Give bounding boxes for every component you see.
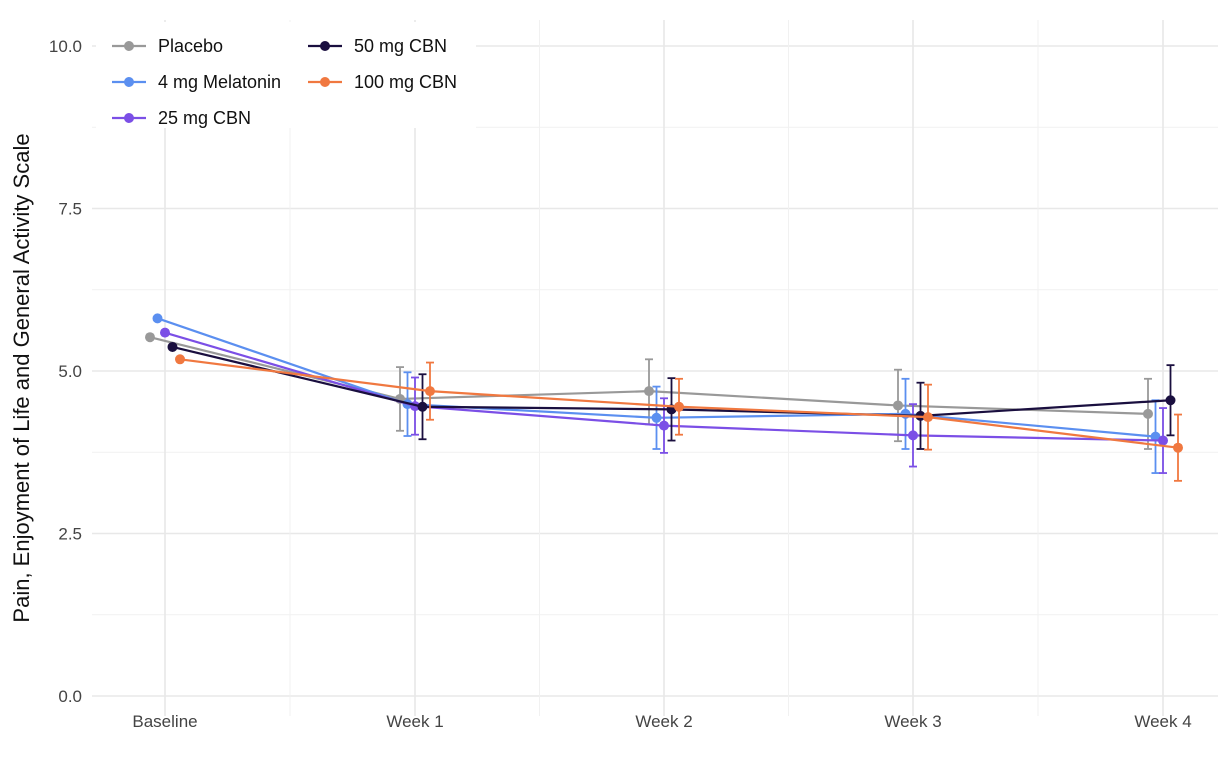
data-point: [425, 386, 435, 397]
data-point: [893, 400, 903, 411]
x-tick-label: Week 2: [635, 712, 692, 731]
data-point: [644, 386, 654, 397]
legend-marker: [124, 77, 134, 87]
grid: [92, 20, 1218, 716]
data-point: [1173, 442, 1183, 453]
legend-item: 25 mg CBN: [112, 108, 251, 128]
series-4-mg-melatonin: [152, 313, 1161, 474]
legend-label: 25 mg CBN: [158, 108, 251, 128]
series-25-mg-cbn: [160, 327, 1168, 474]
data-point: [417, 401, 428, 412]
legend-marker: [320, 41, 330, 51]
legend-label: 100 mg CBN: [354, 72, 457, 92]
legend-label: 50 mg CBN: [354, 36, 447, 56]
series-50-mg-cbn: [167, 341, 1176, 450]
data-point: [674, 401, 684, 412]
legend-label: Placebo: [158, 36, 223, 56]
data-point: [160, 327, 170, 338]
data-point: [152, 313, 163, 324]
data-point: [145, 332, 155, 343]
data-point: [908, 430, 918, 441]
y-axis-ticks: 0.0 2.5 5.0 7.5 10.0: [49, 37, 82, 706]
data-point: [923, 412, 933, 423]
data-point: [1165, 395, 1176, 406]
x-axis-ticks: Baseline Week 1 Week 2 Week 3 Week 4: [132, 712, 1191, 731]
legend-marker: [124, 113, 134, 123]
data-point: [1150, 431, 1161, 442]
legend-item: 100 mg CBN: [308, 72, 457, 92]
y-tick-label: 2.5: [58, 525, 82, 544]
data-point: [1143, 408, 1153, 419]
data-point: [659, 420, 669, 431]
x-tick-label: Week 3: [884, 712, 941, 731]
series-100-mg-cbn: [175, 354, 1183, 482]
legend-marker: [124, 41, 134, 51]
data-point: [175, 354, 185, 365]
legend-item: 4 mg Melatonin: [112, 72, 281, 92]
legend-label: 4 mg Melatonin: [158, 72, 281, 92]
legend-item: Placebo: [112, 36, 223, 56]
series-placebo: [145, 332, 1153, 450]
y-tick-label: 10.0: [49, 37, 82, 56]
y-tick-label: 0.0: [58, 687, 82, 706]
data-point: [651, 412, 662, 423]
y-tick-label: 5.0: [58, 362, 82, 381]
x-tick-label: Baseline: [132, 712, 197, 731]
legend-marker: [320, 77, 330, 87]
series-group: [145, 313, 1183, 482]
data-point: [167, 341, 178, 352]
x-tick-label: Week 1: [386, 712, 443, 731]
y-tick-label: 7.5: [58, 200, 82, 219]
legend-item: 50 mg CBN: [308, 36, 447, 56]
data-point: [1158, 435, 1168, 446]
legend-background: [96, 22, 476, 128]
x-tick-label: Week 4: [1134, 712, 1191, 731]
legend: Placebo 4 mg Melatonin 25 mg CBN 50 mg CBN 1…: [96, 22, 476, 128]
y-axis-title: Pain, Enjoyment of Life and General Acti…: [9, 133, 34, 622]
